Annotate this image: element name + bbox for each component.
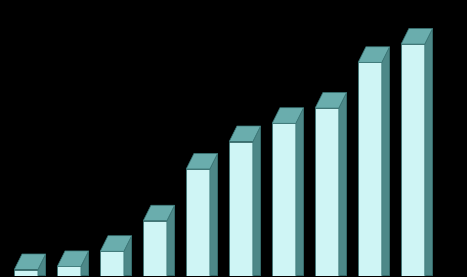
Polygon shape xyxy=(14,270,38,276)
Polygon shape xyxy=(167,205,175,276)
Polygon shape xyxy=(229,126,261,142)
Polygon shape xyxy=(315,108,339,276)
Polygon shape xyxy=(81,251,89,276)
Polygon shape xyxy=(57,251,89,266)
Polygon shape xyxy=(315,93,347,108)
Polygon shape xyxy=(38,254,46,276)
Polygon shape xyxy=(14,254,46,270)
Polygon shape xyxy=(272,123,296,276)
Polygon shape xyxy=(143,221,167,276)
Polygon shape xyxy=(210,153,218,276)
Polygon shape xyxy=(100,251,124,276)
Polygon shape xyxy=(358,62,382,276)
Polygon shape xyxy=(229,142,253,276)
Polygon shape xyxy=(253,126,261,276)
Polygon shape xyxy=(143,205,175,221)
Polygon shape xyxy=(401,44,425,276)
Polygon shape xyxy=(339,93,347,276)
Polygon shape xyxy=(272,108,304,123)
Polygon shape xyxy=(358,47,389,62)
Polygon shape xyxy=(186,153,218,169)
Polygon shape xyxy=(100,236,132,251)
Polygon shape xyxy=(382,47,389,276)
Polygon shape xyxy=(124,236,132,276)
Polygon shape xyxy=(186,169,210,276)
Polygon shape xyxy=(401,29,432,44)
Polygon shape xyxy=(425,29,432,276)
Polygon shape xyxy=(296,108,304,276)
Polygon shape xyxy=(57,266,81,276)
